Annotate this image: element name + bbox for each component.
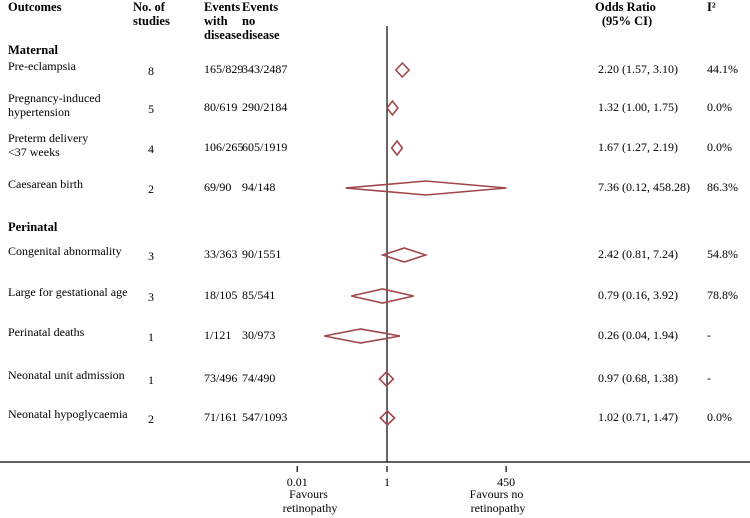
outcome-label: Caesarean birth [8,177,83,191]
odds-ratio-ci: 2.42 (0.81, 7.24) [598,247,678,261]
studies-count: 1 [148,373,154,387]
events-no-disease: 85/541 [242,288,275,302]
outcome-label: Neonatal hypoglycaemia [8,407,128,421]
studies-count: 2 [148,412,154,426]
odds-ratio-ci: 7.36 (0.12, 458.28) [598,180,690,194]
studies-count: 3 [148,249,154,263]
header-outcomes: Outcomes [8,0,62,14]
events-with-disease: 80/619 [204,100,237,114]
i2-value: 78.8% [707,288,738,302]
events-with-disease: 69/90 [204,180,231,194]
effect-diamond [385,99,399,117]
effect-diamond [324,328,401,344]
table-row: Caesarean birth 2 69/90 94/148 7.36 (0.12, 4… [8,177,738,196]
table-row: Perinatal deaths 1 1/121 30/973 0.26 (0.04, … [8,325,711,344]
events-no-disease: 290/2184 [242,100,287,114]
effect-diamond [378,370,395,388]
events-with-disease: 106/265 [204,140,243,154]
events-no-disease: 94/148 [242,180,275,194]
events-with-disease: 73/496 [204,371,237,385]
i2-value: - [707,371,711,385]
effect-diamond [351,288,414,304]
table-header: Outcomes No. of studies Events with dise… [8,0,716,42]
i2-value: 0.0% [707,140,732,154]
header-i2: I² [707,0,716,14]
studies-count: 5 [148,102,154,116]
x-tick-label-1: 1 [384,475,390,489]
events-with-disease: 18/105 [204,288,237,302]
section-maternal: Maternal [8,43,59,57]
i2-value: 0.0% [707,100,732,114]
i2-value: 0.0% [707,410,732,424]
odds-ratio-ci: 1.02 (0.71, 1.47) [598,410,678,424]
outcome-label: Perinatal deaths [8,325,85,339]
table-row: Pregnancy-induced hypertension 5 80/619 290/… [8,91,732,119]
annotation-favours-retinopathy: Favours retinopathy [283,487,338,515]
outcome-label: Preterm delivery <37 weeks [8,131,88,159]
studies-count: 1 [148,330,154,344]
table-row: Congenital abnormality 3 33/363 90/1551 2.42… [8,244,738,263]
effect-diamond [379,409,396,427]
events-with-disease: 71/161 [204,410,237,424]
odds-ratio-ci: 1.32 (1.00, 1.75) [598,100,678,114]
table-row: Large for gestational age 3 18/105 85/541 0.… [8,285,738,304]
i2-value: 44.1% [707,62,738,76]
events-no-disease: 343/2487 [242,62,287,76]
events-no-disease: 74/490 [242,371,275,385]
i2-value: - [707,328,711,342]
events-with-disease: 165/829 [204,62,243,76]
odds-ratio-ci: 2.20 (1.57, 3.10) [598,62,678,76]
effect-diamond [390,139,404,157]
studies-count: 3 [148,290,154,304]
events-no-disease: 547/1093 [242,410,287,424]
i2-value: 86.3% [707,180,738,194]
outcome-label: Congenital abnormality [8,244,122,258]
effect-diamond [394,61,411,79]
outcome-label: Neonatal unit admission [8,368,125,382]
studies-count: 2 [148,182,154,196]
header-events-with-disease: Events with disease [204,0,243,42]
x-axis: 0.01 1 450 [0,461,750,489]
events-with-disease: 1/121 [204,328,231,342]
events-with-disease: 33/363 [204,247,237,261]
odds-ratio-ci: 0.79 (0.16, 3.92) [598,288,678,302]
studies-count: 4 [148,142,154,156]
x-tick-label-0: 0.01 [287,475,308,489]
header-odds-ratio: Odds Ratio (95% CI) [595,0,659,28]
outcome-label: Pre-eclampsia [8,59,77,73]
table-row: Neonatal hypoglycaemia 2 71/161 547/1093 1.0… [8,407,732,427]
header-events-no-disease: Events no disease [242,0,281,42]
section-perinatal: Perinatal [8,220,58,234]
i2-value: 54.8% [707,247,738,261]
outcome-label: Pregnancy-induced hypertension [8,91,101,119]
annotation-favours-no-retinopathy: Favours no retinopathy [470,487,527,515]
effect-diamond [345,180,507,196]
odds-ratio-ci: 0.26 (0.04, 1.94) [598,328,678,342]
x-tick-label-2: 450 [497,475,515,489]
events-no-disease: 90/1551 [242,247,281,261]
effect-diamond [380,247,429,263]
table-row: Neonatal unit admission 1 73/496 74/490 0.97… [8,368,711,388]
header-studies: No. of studies [133,0,170,28]
events-no-disease: 605/1919 [242,140,287,154]
studies-count: 8 [148,64,154,78]
table-row: Preterm delivery <37 weeks 4 106/265605/191… [8,131,732,159]
odds-ratio-ci: 0.97 (0.68, 1.38) [598,371,678,385]
odds-ratio-ci: 1.67 (1.27, 2.19) [598,140,678,154]
events-no-disease: 30/973 [242,328,275,342]
outcome-label: Large for gestational age [8,285,127,299]
